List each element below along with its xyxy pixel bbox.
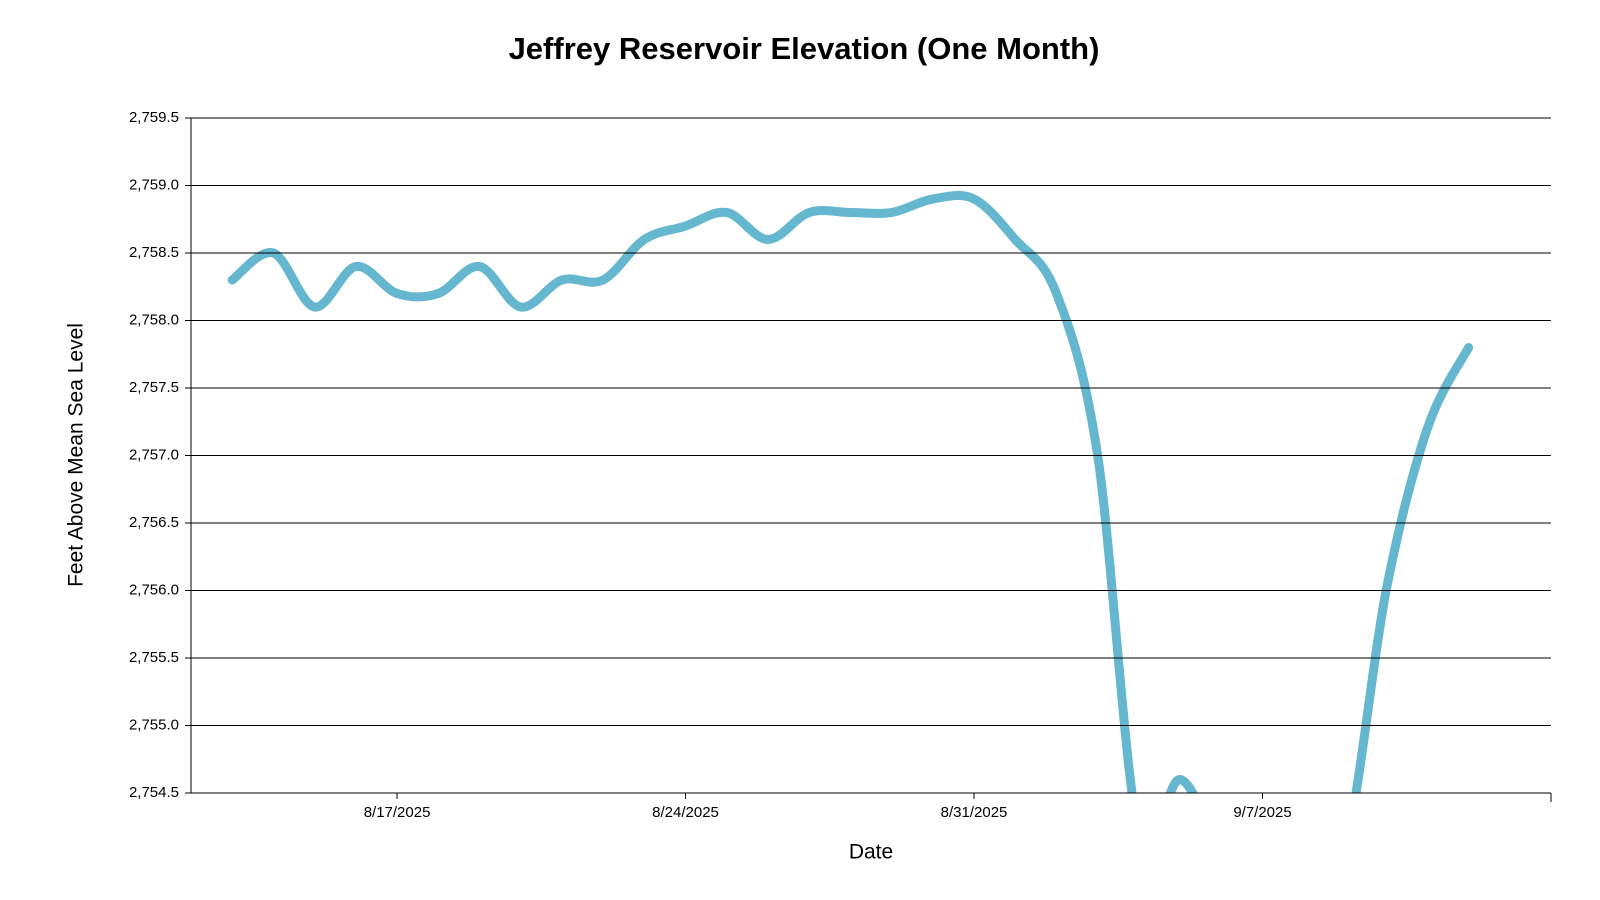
x-tick-label: 8/17/2025: [364, 804, 431, 821]
plot-area: [227, 190, 1474, 793]
data-line: [227, 190, 1474, 793]
x-tick-label: 9/7/2025: [1233, 804, 1291, 821]
y-tick-label: 2,759.5: [129, 109, 179, 126]
y-tick-label: 2,758.5: [129, 244, 179, 261]
y-tick-label: 2,755.5: [129, 649, 179, 666]
y-tick-label: 2,756.0: [129, 581, 179, 598]
y-axis-label: Feet Above Mean Sea Level: [65, 323, 88, 587]
y-tick-label: 2,754.5: [129, 784, 179, 801]
chart-title: Jeffrey Reservoir Elevation (One Month): [509, 31, 1100, 66]
x-tick-label: 8/24/2025: [652, 804, 719, 821]
x-tick-label: 8/31/2025: [941, 804, 1008, 821]
x-axis-label: Date: [849, 841, 893, 864]
y-tick-label: 2,755.0: [129, 716, 179, 733]
y-tick-label: 2,756.5: [129, 514, 179, 531]
y-tick-label: 2,759.0: [129, 176, 179, 193]
y-tick-label: 2,758.0: [129, 311, 179, 328]
y-tick-label: 2,757.5: [129, 379, 179, 396]
y-tick-label: 2,757.0: [129, 446, 179, 463]
